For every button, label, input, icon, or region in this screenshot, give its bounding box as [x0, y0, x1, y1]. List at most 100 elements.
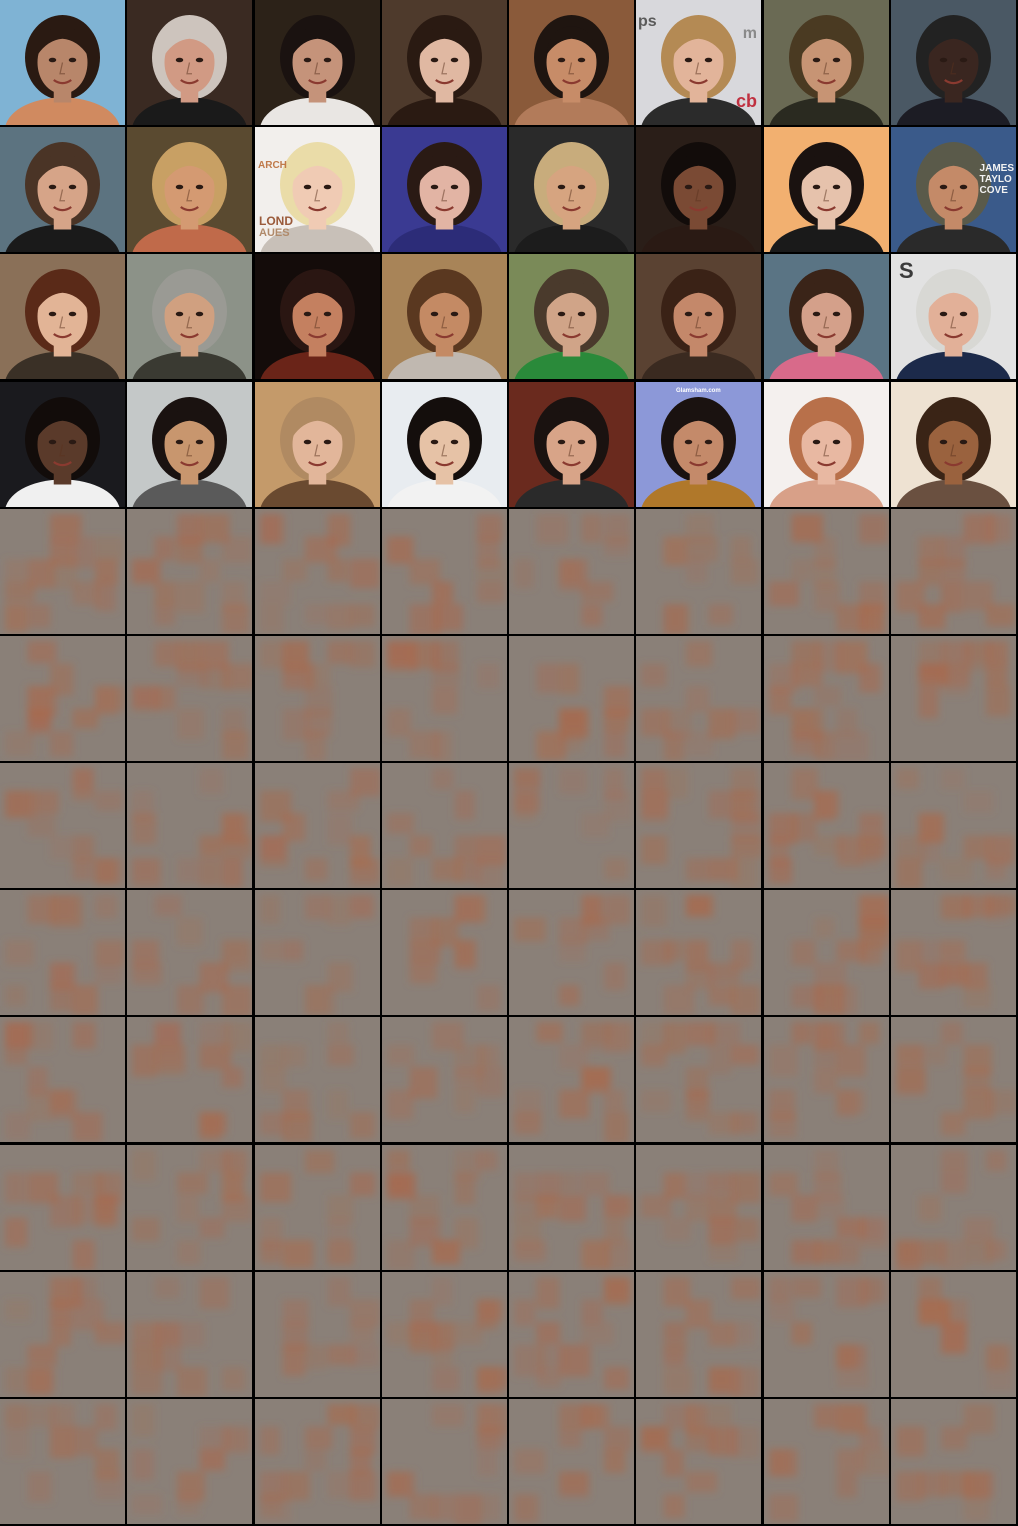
noise-sample-tile [382, 1272, 507, 1397]
face-photo-tile [509, 254, 634, 379]
photo-caption-text: LOND [259, 214, 293, 228]
noise-pattern-graphic [0, 1017, 125, 1142]
noise-sample-tile [764, 636, 889, 761]
face-photo-tile [382, 254, 507, 379]
face-man-curly-brown-hair-graphic [764, 0, 889, 125]
face-woman-dark-skin-smiling-graphic [636, 127, 761, 252]
noise-pattern-graphic [636, 509, 761, 634]
noise-pattern-graphic [891, 1145, 1016, 1270]
noise-pattern-graphic [127, 1145, 252, 1270]
face-woman-brunette-graphic [382, 0, 507, 125]
noise-pattern-graphic [255, 890, 380, 1015]
noise-sample-tile [636, 636, 761, 761]
noise-sample-tile [0, 1145, 125, 1270]
noise-sample-tile [636, 1399, 761, 1524]
face-photo-tile [0, 127, 125, 252]
face-photo-tile [127, 0, 252, 125]
face-man-cap-older-graphic [891, 127, 1016, 252]
face-photo-tile: ARCH LOND AUES [255, 127, 380, 252]
noise-sample-tile [509, 763, 634, 888]
face-man-elderly-smiling-graphic [891, 254, 1016, 379]
noise-pattern-graphic [509, 763, 634, 888]
noise-pattern-graphic [636, 636, 761, 761]
noise-pattern-graphic [127, 1399, 252, 1524]
face-photo-tile [255, 254, 380, 379]
noise-pattern-graphic [764, 1145, 889, 1270]
noise-pattern-graphic [382, 1272, 507, 1397]
noise-pattern-graphic [764, 1017, 889, 1142]
face-man-spiky-blond-hair-graphic [509, 127, 634, 252]
face-woman-red-headband-graphic [382, 127, 507, 252]
noise-pattern-graphic [509, 1017, 634, 1142]
face-woman-light-brown-hair-graphic [382, 254, 507, 379]
noise-sample-tile [382, 1399, 507, 1524]
noise-sample-tile [891, 1272, 1016, 1397]
face-photo-tile: ps m cb [636, 0, 761, 125]
photo-caption-text: S [899, 258, 914, 283]
noise-pattern-graphic [636, 890, 761, 1015]
noise-pattern-graphic [509, 636, 634, 761]
face-photo-tile [0, 0, 125, 125]
noise-sample-tile [127, 636, 252, 761]
noise-pattern-graphic [127, 890, 252, 1015]
noise-pattern-graphic [382, 509, 507, 634]
face-photo-tile [382, 127, 507, 252]
face-photo-tile: Glamsham.com [636, 382, 761, 507]
noise-pattern-graphic [382, 1145, 507, 1270]
noise-sample-tile [127, 509, 252, 634]
face-photo-tile [0, 254, 125, 379]
noise-pattern-graphic [636, 763, 761, 888]
noise-sample-tile [509, 1145, 634, 1270]
noise-pattern-graphic [509, 890, 634, 1015]
photo-caption-text: ps [638, 13, 657, 30]
face-photo-tile [255, 0, 380, 125]
face-woman-dark-bob-graphic [764, 127, 889, 252]
face-man-athlete-jersey-graphic [0, 382, 125, 507]
noise-sample-tile [764, 890, 889, 1015]
noise-pattern-graphic [891, 890, 1016, 1015]
noise-pattern-graphic [636, 1017, 761, 1142]
noise-pattern-graphic [0, 763, 125, 888]
noise-pattern-graphic [764, 1272, 889, 1397]
noise-pattern-graphic [891, 1017, 1016, 1142]
face-photo-tile [636, 127, 761, 252]
face-woman-braided-hair-graphic [0, 127, 125, 252]
face-man-blond-smiling-graphic [127, 127, 252, 252]
noise-pattern-graphic [509, 509, 634, 634]
noise-sample-tile [0, 636, 125, 761]
noise-sample-tile [509, 1017, 634, 1142]
noise-pattern-graphic [382, 636, 507, 761]
face-woman-jewelry-blue-bg-graphic [636, 382, 761, 507]
noise-pattern-graphic [891, 1272, 1016, 1397]
photo-caption-text: AUES [259, 227, 290, 239]
noise-pattern-graphic [0, 636, 125, 761]
noise-sample-tile [891, 1145, 1016, 1270]
noise-sample-tile [764, 509, 889, 634]
noise-sample-tile [255, 509, 380, 634]
face-woman-pixie-cut-graphic [255, 382, 380, 507]
noise-sample-tile [891, 509, 1016, 634]
photo-caption-text: cb [735, 91, 757, 111]
noise-pattern-graphic [0, 1145, 125, 1270]
noise-pattern-graphic [891, 509, 1016, 634]
photo-caption-text: Glamsham.com [676, 388, 721, 394]
face-man-older-smiling-suit-graphic [891, 0, 1016, 125]
noise-sample-tile [891, 763, 1016, 888]
face-woman-long-brown-hair-graphic [764, 254, 889, 379]
noise-pattern-graphic [127, 1017, 252, 1142]
noise-sample-tile [636, 1145, 761, 1270]
noise-pattern-graphic [764, 890, 889, 1015]
noise-pattern-graphic [764, 636, 889, 761]
noise-sample-tile [764, 1145, 889, 1270]
face-man-short-dark-hair-graphic [509, 0, 634, 125]
noise-pattern-graphic [127, 1272, 252, 1397]
noise-sample-tile [127, 763, 252, 888]
noise-pattern-graphic [255, 1272, 380, 1397]
face-photo-tile [509, 0, 634, 125]
noise-pattern-graphic [255, 763, 380, 888]
noise-sample-tile [636, 890, 761, 1015]
face-photo-tile [764, 382, 889, 507]
noise-pattern-graphic [764, 763, 889, 888]
noise-pattern-graphic [255, 1399, 380, 1524]
